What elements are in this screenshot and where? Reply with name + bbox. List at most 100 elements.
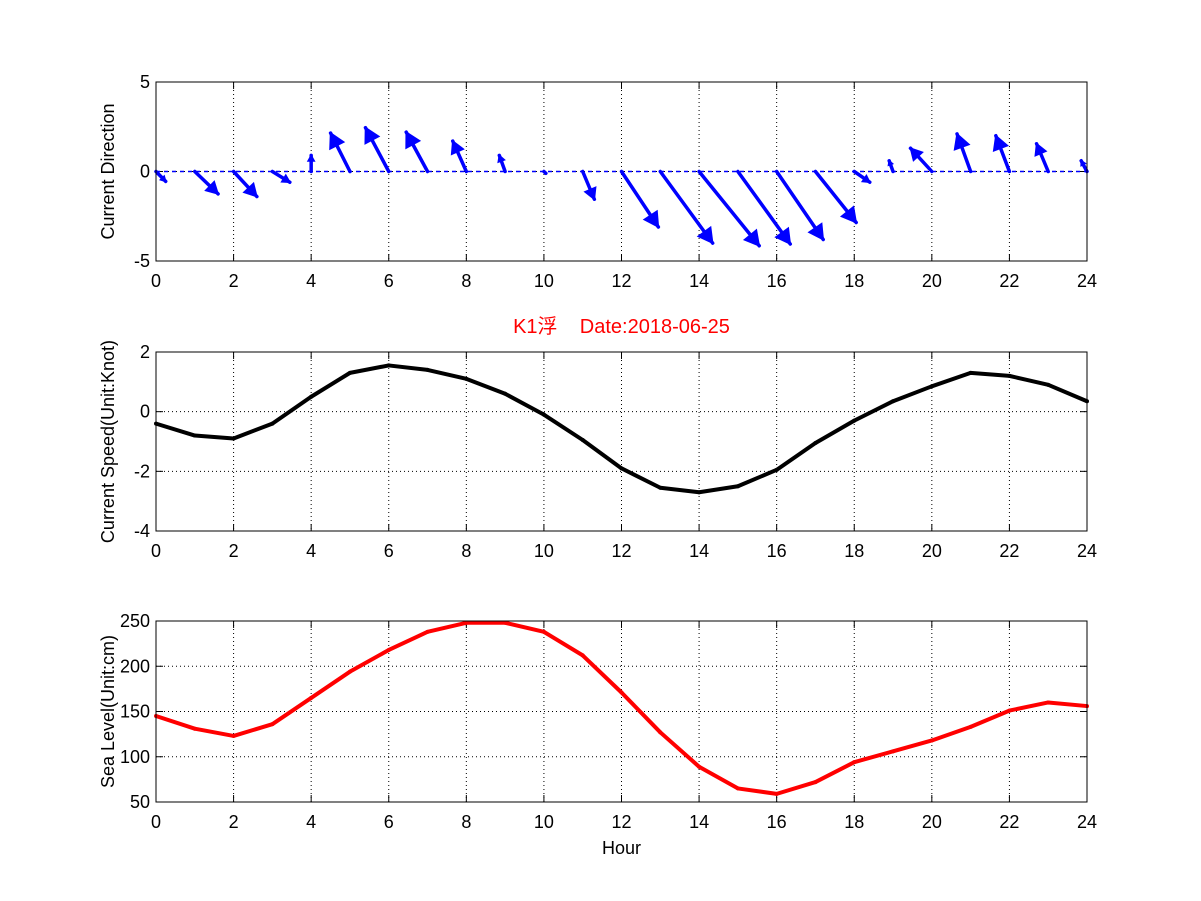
x-tick-label: 0 (151, 541, 161, 561)
x-tick-label: 6 (384, 812, 394, 832)
y-tick-label: 0 (140, 162, 150, 182)
y-tick-label: -5 (134, 251, 150, 271)
data-point (1007, 708, 1012, 713)
current-direction-panel: 0 2 4 6 8 10 12 14 16 18 20 22 24-505 Current Direct… (98, 72, 1097, 291)
arrow-head (329, 131, 346, 151)
x-tick-label: 10 (534, 812, 554, 832)
y-tick-label: 150 (120, 702, 150, 722)
arrow-head (642, 209, 660, 229)
current-arrow (813, 169, 858, 225)
current-arrow (542, 169, 548, 176)
x-tick-label: 0 (151, 271, 161, 291)
data-point (852, 760, 857, 765)
arrow-head (1034, 142, 1048, 157)
y-tick-label: 5 (140, 72, 150, 92)
series (154, 620, 1089, 803)
data-point (813, 780, 818, 785)
current-arrow (736, 169, 792, 246)
x-tick-label: 6 (384, 271, 394, 291)
data-point (968, 724, 973, 729)
x-tick-label: 0 (151, 812, 161, 832)
current-arrow (619, 169, 661, 229)
arrow-head (909, 147, 924, 162)
x-tick-label: 8 (461, 812, 471, 832)
current-arrow (306, 153, 316, 174)
arrow-head (774, 226, 792, 246)
x-axis-label: Hour (602, 838, 641, 858)
data-point (503, 620, 508, 625)
data-point (580, 438, 585, 443)
x-tick-label: 14 (689, 541, 709, 561)
x-tick-label: 24 (1077, 271, 1097, 291)
current-arrow (887, 159, 895, 174)
data-point (270, 421, 275, 426)
current-arrow (774, 169, 825, 242)
data-point (231, 733, 236, 738)
data-point (1046, 700, 1051, 705)
current-arrow (497, 153, 507, 174)
y-tick-label: 50 (130, 792, 150, 812)
data-point (425, 629, 430, 634)
x-tick-label: 4 (306, 541, 316, 561)
data-point (386, 363, 391, 368)
data-point (735, 786, 740, 791)
x-tick-label: 12 (611, 812, 631, 832)
y-tick-label: -4 (134, 521, 150, 541)
data-point (464, 376, 469, 381)
x-tick-label: 22 (999, 271, 1019, 291)
data-point (619, 466, 624, 471)
arrow-head (953, 132, 971, 151)
y-axis-label: Current Direction (98, 103, 118, 239)
data-point (929, 738, 934, 743)
x-tick-label: 2 (229, 541, 239, 561)
y-axis-label: Sea Level(Unit:cm) (98, 635, 118, 788)
arrow-head (860, 174, 872, 184)
arrow-head (280, 173, 292, 184)
current-arrow (953, 132, 973, 174)
data-point (774, 791, 779, 796)
current-arrow (404, 130, 430, 174)
arrow-head (887, 159, 895, 167)
arrow-head (696, 225, 714, 245)
y-tick-label: 200 (120, 656, 150, 676)
data-point (658, 485, 663, 490)
current-arrow (580, 169, 597, 201)
plot-frame (155, 351, 1088, 532)
plot-frame (155, 81, 1088, 262)
x-tick-label: 10 (534, 541, 554, 561)
plot-background (156, 352, 1087, 531)
x-tick-label: 14 (689, 271, 709, 291)
x-tick-label: 8 (461, 271, 471, 291)
data-point (347, 370, 352, 375)
data-point (541, 412, 546, 417)
current-arrow (1034, 142, 1050, 174)
x-tick-label: 16 (767, 271, 787, 291)
current-arrow (1079, 159, 1089, 174)
arrow-head (158, 174, 167, 183)
data-point (852, 418, 857, 423)
x-tick-label: 12 (611, 541, 631, 561)
plot-area: 0 2 4 6 8 10 12 14 16 18 20 22 24-4-202 (134, 342, 1097, 561)
x-tick-label: 16 (767, 812, 787, 832)
current-arrow (328, 131, 352, 174)
x-tick-label: 24 (1077, 541, 1097, 561)
arrow-shaft (697, 169, 761, 248)
x-tick-label: 22 (999, 812, 1019, 832)
data-point (270, 722, 275, 727)
arrow-head (742, 228, 761, 247)
x-tick-label: 20 (922, 541, 942, 561)
y-tick-label: 250 (120, 611, 150, 631)
arrow-shaft (658, 169, 715, 245)
data-point (774, 467, 779, 472)
current-arrow (658, 169, 715, 245)
data-point (813, 440, 818, 445)
y-tick-label: 2 (140, 342, 150, 362)
current-arrow (992, 133, 1012, 174)
arrow-head (242, 181, 258, 198)
y-tick-label: 0 (140, 402, 150, 422)
x-tick-label: 6 (384, 541, 394, 561)
y-tick-label: 100 (120, 747, 150, 767)
